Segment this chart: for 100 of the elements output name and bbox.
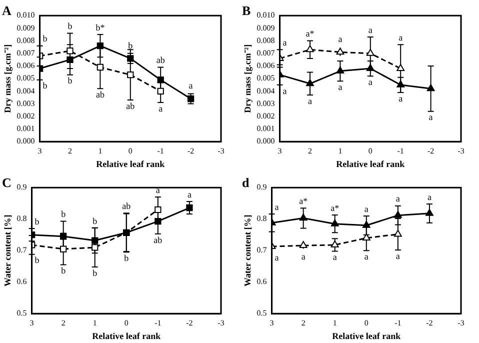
x-axis-title: Relative leaf rank <box>96 158 165 169</box>
x-tick-label: -1 <box>394 318 402 328</box>
annotation: a <box>368 24 372 35</box>
annotation: a <box>187 189 192 200</box>
y-tick-label: 0.000 <box>256 136 275 146</box>
y-tick-label: 0.009 <box>16 23 35 32</box>
y-axis-title: Water content [%] <box>242 214 253 287</box>
y-tick-label: 0.9 <box>256 182 267 192</box>
x-tick-label: 2 <box>68 146 72 156</box>
y-tick-label: 0.7 <box>16 246 27 255</box>
annotation: a <box>368 76 372 87</box>
annotation: a <box>274 252 279 262</box>
y-tick-label: 0.006 <box>256 61 275 70</box>
y-tick-label: 0.6 <box>256 277 267 286</box>
y-tick-label: 0.001 <box>16 124 35 134</box>
annotation: ab <box>126 100 136 111</box>
x-tick-label: -3 <box>218 318 224 328</box>
y-tick-label: 0.5 <box>16 308 27 318</box>
x-tick-label: 0 <box>128 146 132 156</box>
y-tick-label: 0.5 <box>256 308 267 318</box>
annotation: b <box>34 255 40 266</box>
x-tick-label: 1 <box>332 318 337 328</box>
annotation: a <box>301 251 306 262</box>
x-axis-title: Relative leaf rank <box>92 330 161 341</box>
x-tick-label: 0 <box>124 318 128 328</box>
x-tick-label: -2 <box>427 146 434 156</box>
x-tick-label: -2 <box>186 318 193 328</box>
chart-title: d <box>242 175 250 190</box>
annotation: a <box>338 82 342 92</box>
y-tick-label: 0.004 <box>16 86 35 96</box>
x-tick-label: -1 <box>157 146 164 156</box>
annotation: b <box>92 216 98 226</box>
annotation: ab <box>156 55 166 66</box>
annotation: a* <box>306 28 315 39</box>
x-tick-label: 2 <box>61 318 66 328</box>
annotation: a <box>188 80 193 91</box>
annotation: b <box>124 253 130 264</box>
annotation: a <box>396 194 400 204</box>
x-tick-label: 1 <box>98 146 102 156</box>
x-axis-title: Relative leaf rank <box>336 158 405 169</box>
y-axis-title: Dry mass [g.cm⁻²] <box>2 44 13 113</box>
annotation: a <box>364 204 368 214</box>
y-tick-label: 0.9 <box>16 182 27 192</box>
annotation: b <box>61 209 66 220</box>
x-tick-label: 3 <box>30 318 34 328</box>
annotation: a <box>427 192 432 202</box>
x-tick-label: 0 <box>368 146 372 156</box>
annotation: ab <box>96 90 105 100</box>
y-tick-label: 0.007 <box>16 48 35 58</box>
x-tick-label: -2 <box>426 318 433 328</box>
annotation: b <box>128 40 134 50</box>
x-tick-label: -1 <box>397 146 404 156</box>
annotation: a* <box>299 196 308 206</box>
annotation: a <box>332 252 337 262</box>
y-tick-label: 0.008 <box>16 36 35 45</box>
x-tick-label: 2 <box>301 318 306 328</box>
y-tick-label: 0.8 <box>256 214 267 224</box>
chart-title: A <box>2 3 12 18</box>
y-tick-label: 0.001 <box>256 124 275 134</box>
y-tick-label: 0.003 <box>256 98 275 108</box>
annotation: b <box>42 80 48 91</box>
chart-title: C <box>2 175 12 190</box>
y-tick-label: 0.006 <box>16 61 35 70</box>
annotation: a <box>274 202 279 212</box>
annotation: b* <box>96 22 106 32</box>
x-tick-label: -3 <box>458 318 464 328</box>
y-tick-label: 0.002 <box>16 111 35 120</box>
annotation: a <box>282 86 287 96</box>
x-tick-label: -2 <box>187 146 194 156</box>
x-tick-label: -3 <box>458 146 464 156</box>
y-tick-label: 0.008 <box>256 36 275 45</box>
annotation: b <box>34 216 40 226</box>
annotation: a <box>338 34 342 44</box>
annotation: b <box>61 266 66 276</box>
annotation: a <box>398 93 403 104</box>
annotation: b <box>68 76 73 86</box>
y-tick-label: 0.000 <box>16 136 35 146</box>
annotation: a <box>428 112 433 122</box>
x-tick-label: 2 <box>308 146 312 156</box>
y-tick-label: 0.010 <box>16 10 35 20</box>
y-tick-label: 0.7 <box>256 246 267 255</box>
annotation: a <box>398 32 403 42</box>
x-axis-title: Relative leaf rank <box>332 330 401 341</box>
y-tick-label: 0.002 <box>256 111 275 120</box>
y-tick-label: 0.004 <box>256 86 275 96</box>
y-tick-label: 0.005 <box>16 74 35 83</box>
y-tick-label: 0.003 <box>16 98 35 108</box>
chart-title: B <box>242 3 251 18</box>
y-axis-title: Water content [%] <box>2 214 13 287</box>
y-tick-label: 0.8 <box>16 214 27 224</box>
y-tick-label: 0.005 <box>256 74 275 83</box>
annotation: b <box>68 21 73 32</box>
annotation: a <box>364 251 368 262</box>
x-tick-label: 3 <box>38 146 42 156</box>
annotation: b <box>42 34 48 44</box>
annotation: a <box>308 96 312 106</box>
annotation: b <box>92 268 98 278</box>
annotation: a <box>156 184 160 195</box>
x-tick-label: 1 <box>92 318 97 328</box>
x-tick-label: -1 <box>154 318 162 328</box>
